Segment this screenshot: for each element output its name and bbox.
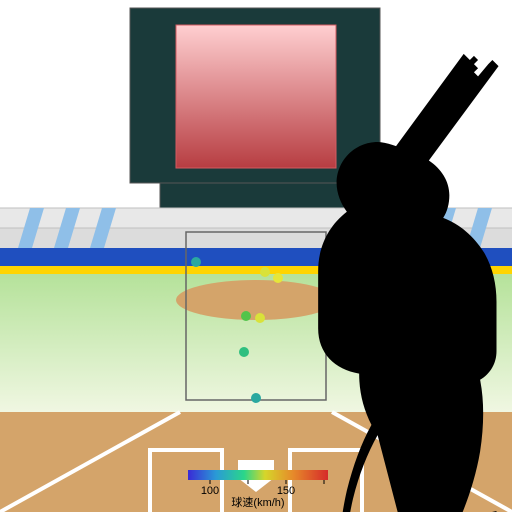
- pitch-point: [241, 311, 251, 321]
- scoreboard-screen: [176, 25, 336, 168]
- legend-gradient: [188, 470, 328, 480]
- legend-label: 球速(km/h): [231, 495, 284, 509]
- pitchers-mound: [176, 280, 336, 320]
- legend-tick-label: 150: [277, 485, 295, 497]
- pitch-point: [273, 273, 283, 283]
- pitch-point: [191, 257, 201, 267]
- pitch-point: [251, 393, 261, 403]
- pitch-point: [255, 313, 265, 323]
- pitch-point: [260, 267, 270, 277]
- legend-tick-label: 100: [201, 485, 219, 497]
- pitch-point: [239, 347, 249, 357]
